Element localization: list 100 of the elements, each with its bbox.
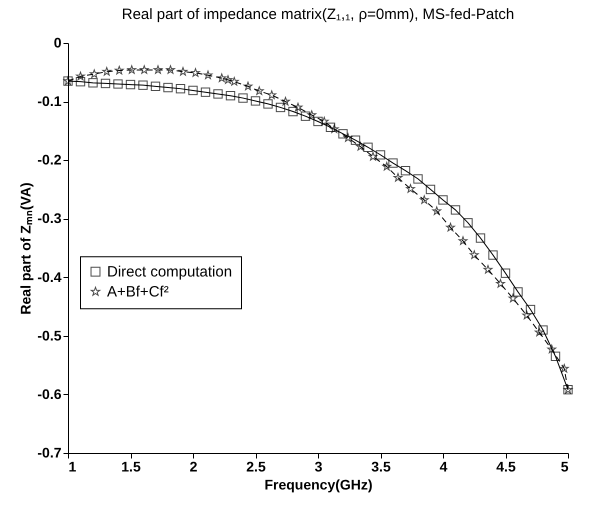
point [138, 80, 148, 90]
point [294, 102, 302, 112]
point [102, 67, 112, 76]
point [406, 184, 415, 193]
point [140, 65, 149, 74]
x-tick-label: 2.5 [246, 458, 266, 474]
point [230, 76, 239, 86]
point [388, 158, 398, 168]
point [438, 195, 448, 205]
point [163, 82, 173, 92]
y-axis-title: Real part of Zₘₙ(VA) [17, 182, 34, 315]
y-tick-label: 0 [54, 34, 62, 50]
point [127, 65, 136, 74]
legend-label: Direct computation [107, 264, 232, 281]
x-tick-label: 3 [314, 458, 323, 474]
y-tick-label: -0.3 [37, 210, 62, 226]
point [88, 78, 98, 88]
point [368, 152, 378, 161]
point [344, 133, 352, 142]
point [508, 294, 518, 302]
point [338, 129, 348, 138]
point [217, 73, 226, 82]
point [178, 67, 188, 76]
x-tick-label: 1.5 [121, 458, 141, 474]
point [238, 93, 248, 103]
point [484, 264, 492, 274]
point [150, 82, 160, 92]
point [350, 136, 360, 145]
point [176, 84, 186, 94]
point [326, 122, 336, 132]
point [307, 110, 316, 119]
y-tick-label: -0.2 [37, 152, 62, 168]
y-tick-label: -0.5 [37, 327, 62, 344]
point [376, 150, 386, 160]
point [126, 80, 136, 90]
point [463, 218, 473, 228]
point [90, 69, 99, 78]
point [432, 206, 442, 215]
point [488, 250, 498, 260]
point [313, 116, 323, 126]
point [166, 65, 175, 74]
y-tick-label: -0.7 [37, 444, 62, 460]
point [547, 344, 556, 354]
point [470, 250, 479, 259]
point [426, 184, 436, 194]
point [288, 106, 298, 116]
y-tick-label: -0.6 [37, 386, 62, 402]
point [113, 79, 123, 89]
point [400, 166, 410, 176]
point [420, 195, 429, 204]
point [244, 82, 252, 90]
x-tick-label: 1 [68, 458, 76, 474]
point [538, 325, 548, 335]
point [550, 352, 560, 362]
point [320, 116, 329, 126]
point [330, 124, 339, 133]
point [254, 86, 264, 95]
point [513, 287, 523, 297]
x-tick-label: 5 [560, 458, 569, 474]
point [300, 112, 310, 121]
point [496, 279, 505, 288]
point [76, 76, 86, 86]
point [114, 66, 124, 74]
point [534, 328, 544, 336]
y-tick-label: -0.4 [37, 268, 62, 285]
point [526, 304, 536, 314]
x-tick-label: 4 [440, 458, 448, 474]
point [413, 174, 423, 184]
point [500, 268, 510, 278]
point [200, 88, 210, 97]
x-tick-label: 3.5 [371, 458, 391, 474]
point [224, 75, 232, 84]
point [76, 72, 85, 80]
point [382, 162, 392, 170]
point [356, 142, 365, 151]
point [276, 102, 286, 112]
x-tick-label: 4.5 [496, 458, 516, 474]
point [188, 86, 198, 96]
point [204, 70, 212, 80]
point [191, 68, 200, 77]
point [100, 78, 110, 88]
point [450, 205, 460, 215]
chart-title: Real part of impedance matrix(Z₁,₁, ρ=0mm), MS-fed-Patch [122, 6, 514, 23]
point [154, 65, 162, 74]
point [226, 91, 236, 100]
y-tick-label: -0.1 [37, 93, 62, 110]
point [522, 310, 532, 320]
point [458, 236, 468, 245]
point [281, 96, 290, 106]
point [263, 99, 273, 109]
point [394, 173, 402, 182]
point [267, 90, 276, 100]
x-tick-label: 2 [190, 458, 198, 474]
point [250, 96, 260, 106]
point [446, 222, 455, 232]
legend-label: A+Bf+Cf² [107, 284, 169, 301]
point [476, 233, 486, 243]
point [213, 89, 223, 99]
point [363, 142, 373, 152]
point [560, 364, 569, 373]
